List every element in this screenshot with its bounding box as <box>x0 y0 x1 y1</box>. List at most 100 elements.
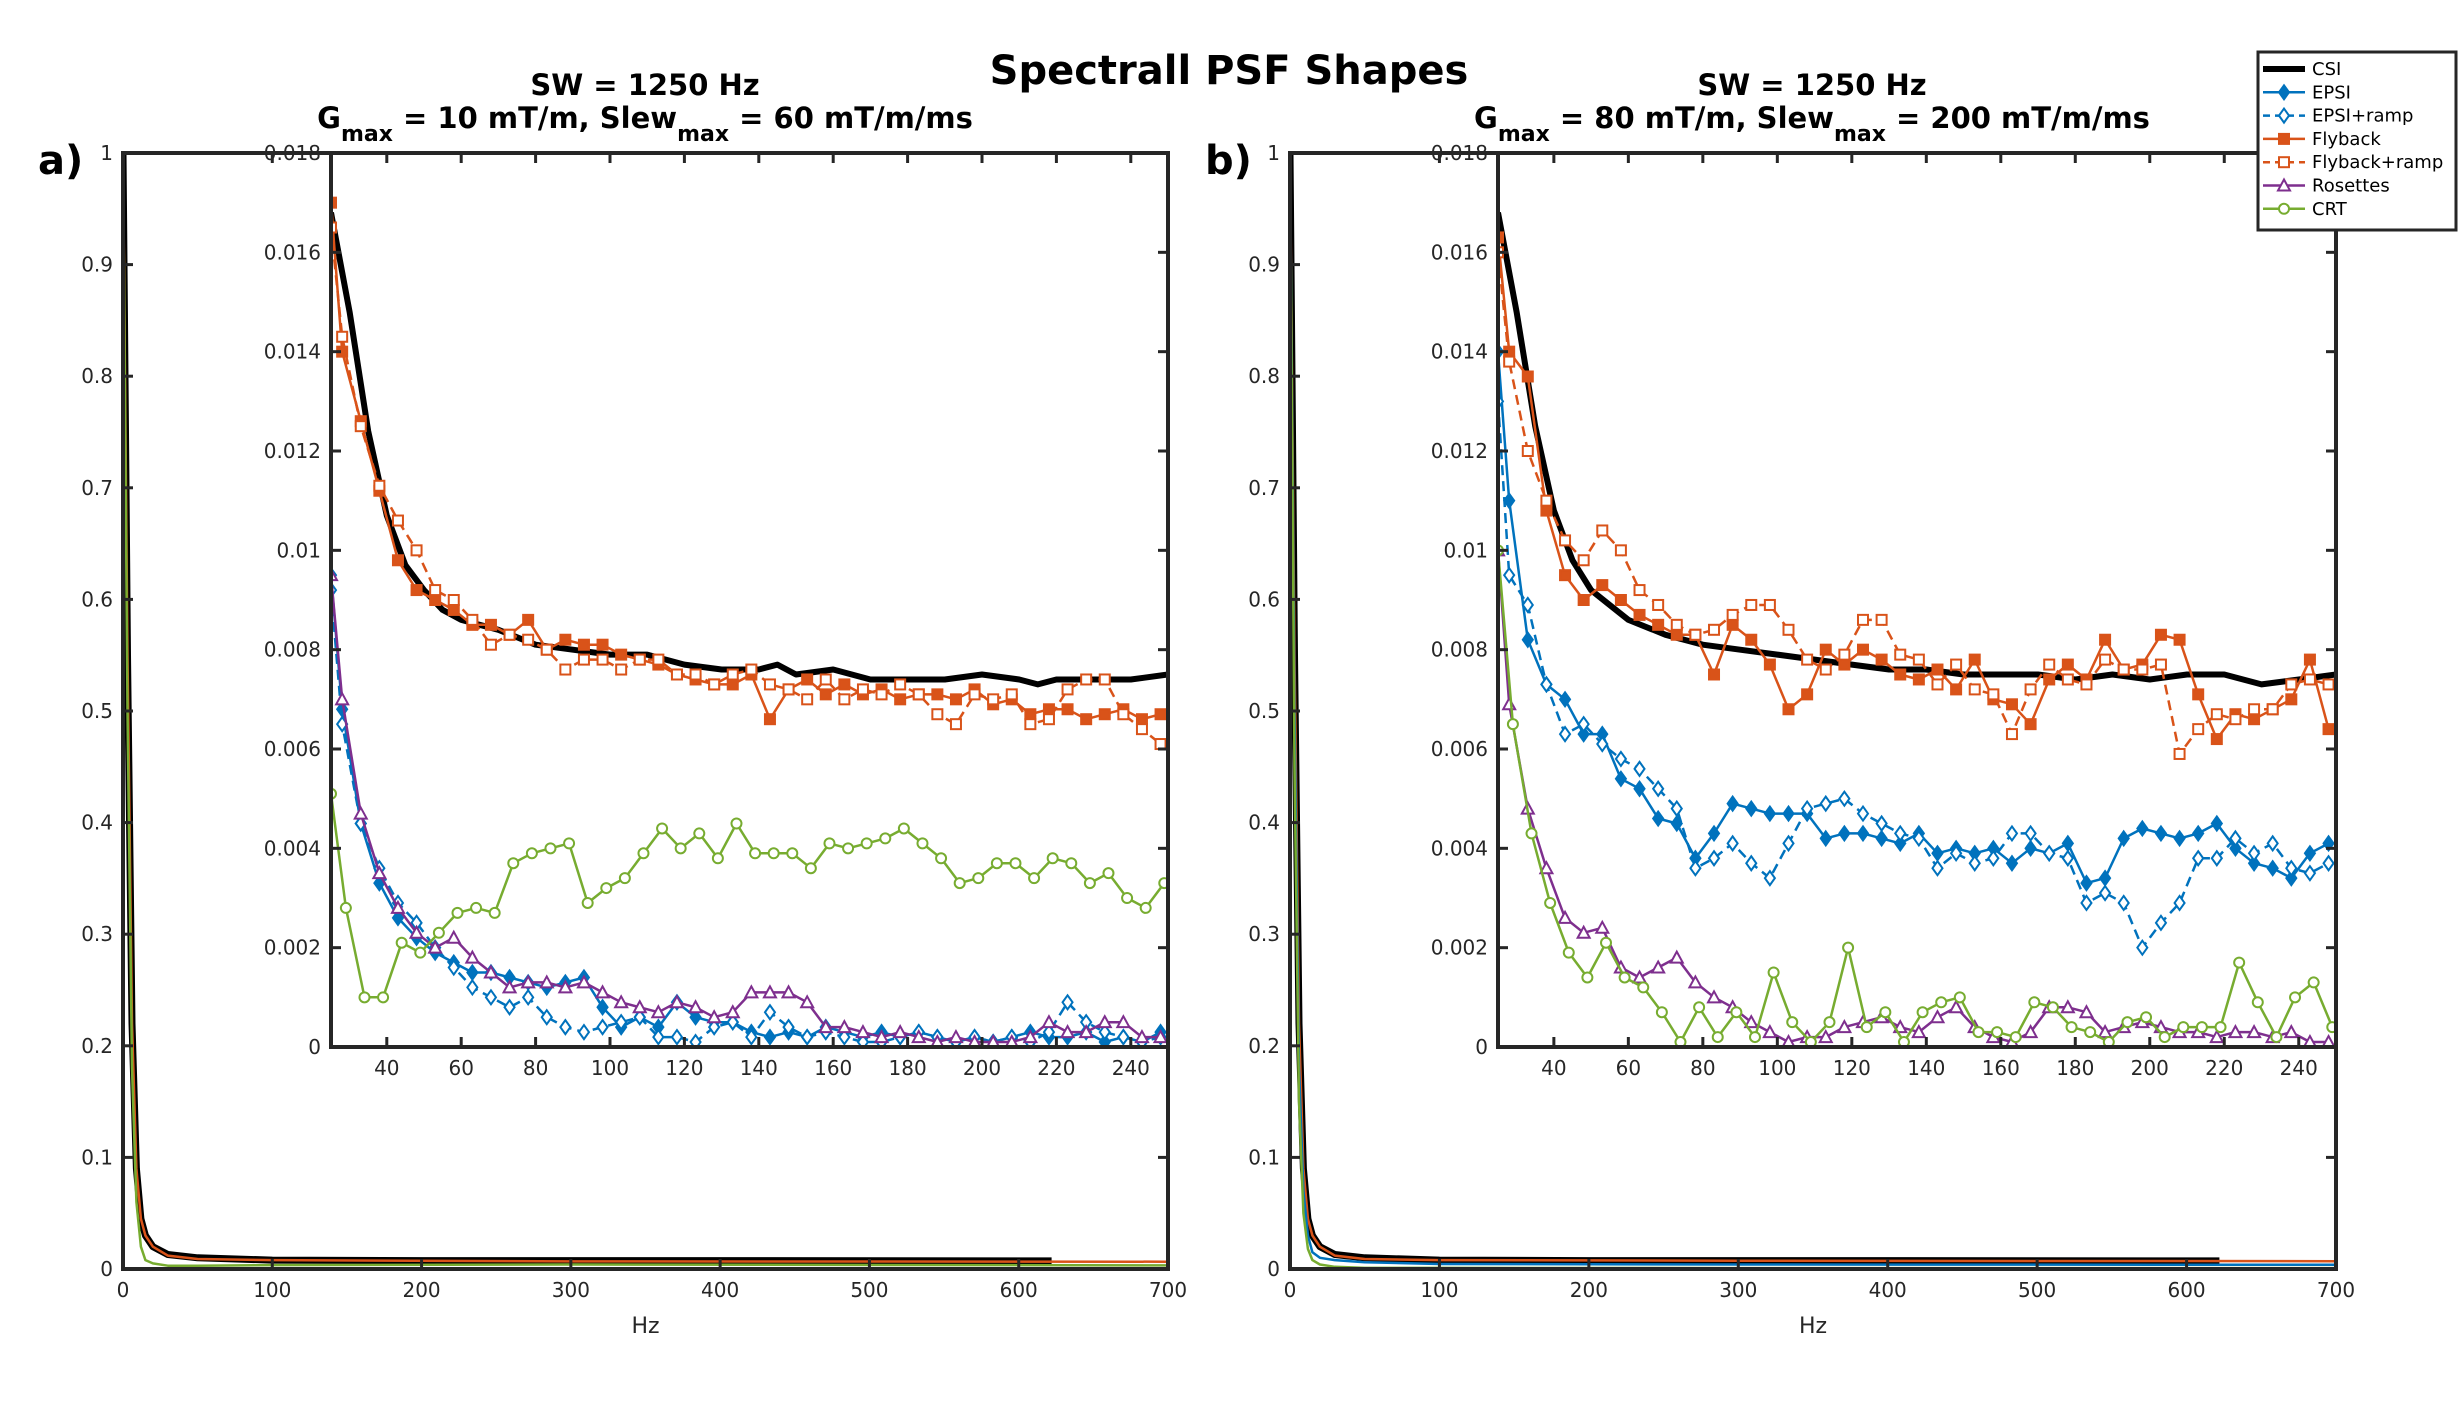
b-main-ytick-label: 0.9 <box>1248 253 1280 277</box>
a-inset-xtick-label: 120 <box>665 1056 703 1080</box>
a-inset-series-epsi-ramp-point <box>447 958 460 977</box>
a-inset-series-epsi-ramp-point <box>614 1013 628 1031</box>
a-inset-series-flyback-point <box>391 554 404 567</box>
b-inset-series-rosettes-point <box>1538 860 1555 875</box>
a-inset-series-rosettes-point <box>818 1019 834 1034</box>
a-inset-series-crt-point <box>358 991 371 1004</box>
b-inset-series-csi-line <box>1498 212 2336 688</box>
a-inset-series-rosettes-point <box>650 1004 667 1019</box>
a-inset-series-flyback-ramp-point <box>949 718 962 731</box>
b-inset-series-crt-point <box>2121 1016 2134 1029</box>
b-inset-series-crt-point <box>1618 971 1631 984</box>
a-inset-series-flyback-ramp-point <box>1080 673 1093 686</box>
b-inset-series-epsi-point <box>1651 809 1665 828</box>
b-inset-series-crt-point <box>1711 1031 1724 1044</box>
a-inset-series-flyback-ramp-point <box>708 678 721 691</box>
a-inset-series-epsi-point <box>1098 1033 1111 1047</box>
b-inset-series-flyback-ramp-point <box>2303 673 2316 686</box>
a-inset-series-epsi-ramp-point <box>484 988 498 1007</box>
b-inset-series-crt-point <box>2084 1026 2097 1039</box>
b-inset-xtick-label: 220 <box>2205 1056 2243 1080</box>
a-main-ytick-label: 0.2 <box>81 1034 113 1058</box>
b-inset-series-epsi-ramp-point <box>1707 849 1721 867</box>
b-inset-series-epsi-ramp-point <box>2229 829 2242 848</box>
b-inset-series-epsi-ramp-point <box>1968 854 1981 872</box>
b-inset-xtick-label: 180 <box>2056 1056 2094 1080</box>
a-inset-series-crt-point <box>749 847 762 860</box>
a-inset-series-crt-point <box>953 877 966 890</box>
panel-b-title-slew-sub: max <box>1834 122 1886 147</box>
a-inset-series-epsi-ramp-point <box>856 1033 870 1047</box>
legend-epsi-ramp-label: EPSI+ramp <box>2312 106 2413 127</box>
b-inset-ytick-label: 0.008 <box>1431 638 1488 662</box>
b-inset-series-crt-point <box>2233 956 2246 969</box>
a-inset-series-crt-point <box>1009 857 1022 870</box>
b-inset-series-flyback-point <box>1577 594 1590 606</box>
b-inset-series-epsi-point <box>2136 819 2149 838</box>
b-main-ytick-label: 0.4 <box>1248 811 1280 835</box>
b-main-ytick-label: 0 <box>1267 1257 1280 1281</box>
b-inset-series-rosettes-point <box>1706 989 1722 1004</box>
a-inset-series-crt-point <box>507 857 520 870</box>
b-inset-series-flyback-point <box>2024 718 2037 731</box>
b-inset-series-flyback-ramp-point <box>2043 658 2056 671</box>
a-inset-series-epsi-ramp-point <box>763 1003 777 1021</box>
b-inset-series-rosettes-point <box>1594 919 1610 934</box>
a-inset-series-flyback-ramp-point <box>615 663 628 676</box>
a-inset-series-crt-point <box>451 906 464 919</box>
b-inset-series-crt-point <box>1804 1036 1817 1047</box>
a-inset-ytick-label: 0.008 <box>264 638 321 662</box>
a-inset-series-flyback-ramp-point <box>354 420 367 433</box>
b-inset-series-epsi-ramp-point <box>2154 914 2168 932</box>
b-inset-series-crt-point <box>2102 1036 2115 1047</box>
b-inset-series-epsi-point <box>2247 854 2261 872</box>
a-inset-series-rosettes-point <box>967 1033 982 1047</box>
b-inset-series-rosettes-point <box>2227 1024 2244 1039</box>
a-main-ytick-label: 0.4 <box>81 811 113 835</box>
panel-b-label: b) <box>1205 138 1252 184</box>
a-inset-series-epsi-ramp-point <box>745 1028 758 1046</box>
a-inset-series-crt-point <box>525 847 538 860</box>
a-inset-series-rosettes-point <box>390 899 406 914</box>
a-main-ytick-label: 0.5 <box>81 699 113 723</box>
a-inset-series-epsi-ramp-point <box>466 978 479 997</box>
a-inset-series-flyback-point <box>429 594 442 606</box>
a-main-series-crt-line <box>123 153 1168 1267</box>
a-inset-series-rosettes-point <box>334 691 350 706</box>
a-inset-series-flyback-point <box>819 688 832 701</box>
b-inset-series-rosettes-point <box>2302 1033 2318 1047</box>
a-inset-series-epsi-ramp-point <box>800 1028 814 1046</box>
a-inset-ytick-label: 0.004 <box>264 836 321 860</box>
a-inset-ytick-label: 0.002 <box>264 936 321 960</box>
legend-flyback-marker <box>2278 132 2290 145</box>
a-inset-ytick-label: 0.014 <box>264 340 321 364</box>
b-inset-series-flyback-point <box>1968 653 1981 666</box>
a-inset-series-rosettes-point <box>539 974 555 989</box>
a-inset-series-flyback-point <box>577 638 590 651</box>
a-inset-series-crt-point <box>1065 857 1078 870</box>
a-inset-series-epsi-ramp-point <box>1061 993 1074 1012</box>
a-inset-series-flyback-ramp-point <box>466 613 479 626</box>
b-inset-series-flyback-ramp-point <box>1894 648 1907 661</box>
b-inset-series-crt-point <box>1600 936 1613 949</box>
a-main-xaxis-label: Hz <box>631 1314 659 1339</box>
b-main-ytick-label: 0.8 <box>1248 364 1280 388</box>
b-inset-series-flyback-ramp-point <box>2266 703 2279 716</box>
a-inset-series-rosettes-point <box>986 1033 1001 1047</box>
b-inset-series-crt-point <box>1506 718 1519 731</box>
legend-entry-epsi-ramp: EPSI+ramp <box>2263 106 2413 127</box>
a-inset-xtick-label: 240 <box>1112 1056 1150 1080</box>
a-inset-series-flyback-ramp-point <box>522 633 535 646</box>
panel-b-title-mid: = 80 mT/m, Slew <box>1550 101 1834 135</box>
a-inset-series-flyback-ramp-point <box>577 653 590 666</box>
b-inset-series-crt-point <box>1693 1001 1706 1014</box>
panel-b-title-line2: Gmax = 80 mT/m, Slewmax = 200 mT/m/ms <box>1474 101 2150 147</box>
b-inset-series-epsi-ramp-point <box>2266 834 2279 853</box>
a-inset-series-flyback-point <box>763 713 776 726</box>
b-inset-series-flyback-point <box>2099 633 2112 646</box>
b-inset-series-flyback-ramp-point <box>1745 598 1758 611</box>
a-inset-series-flyback-point <box>949 693 962 706</box>
a-inset-series-rosettes-point <box>1041 1014 1057 1029</box>
b-inset-series-crt-point <box>2214 1021 2227 1034</box>
a-main-ytick-label: 0.1 <box>81 1145 113 1169</box>
